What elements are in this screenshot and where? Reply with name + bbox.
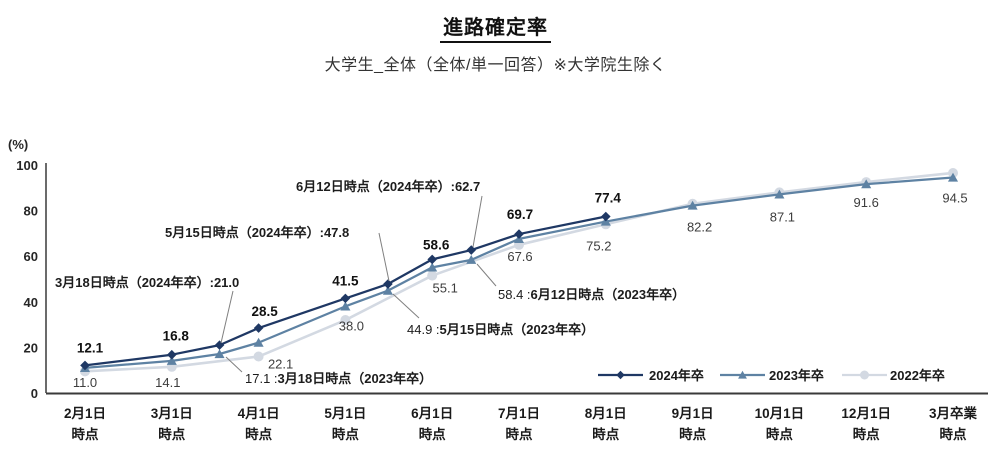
- data-label: 75.2: [586, 239, 611, 254]
- x-axis-label: 12月1日時点: [841, 406, 891, 442]
- y-tick-label: 80: [24, 204, 38, 219]
- data-label: 91.6: [854, 195, 879, 210]
- data-point-marker: [687, 200, 698, 210]
- y-tick-label: 0: [31, 386, 38, 401]
- legend-marker: [616, 370, 625, 380]
- data-point-marker: [214, 340, 225, 350]
- series-line: [84, 171, 954, 373]
- legend-label: 2024年卒: [649, 368, 704, 383]
- x-axis-label: 3月1日時点: [151, 406, 193, 442]
- series-line: [84, 176, 954, 370]
- data-point-marker: [340, 301, 351, 311]
- legend-marker: [860, 370, 869, 380]
- data-label: 55.1: [433, 280, 458, 295]
- data-label: 12.1: [77, 340, 104, 355]
- data-point-marker: [861, 179, 872, 189]
- data-label: 38.0: [339, 318, 364, 333]
- data-label: 41.5: [332, 273, 359, 288]
- data-label: 14.1: [155, 375, 180, 390]
- x-axis-label: 8月1日時点: [585, 406, 627, 442]
- data-point-marker: [340, 293, 351, 304]
- page-title: 進路確定率: [0, 11, 991, 43]
- data-point-marker: [80, 360, 90, 371]
- annotation-label: 5月15日時点（2024年卒）:47.8: [165, 225, 349, 240]
- y-tick-label: 20: [24, 340, 38, 355]
- data-label: 58.6: [423, 237, 450, 252]
- data-point-marker: [253, 337, 264, 347]
- annotation-label: 58.4 :6月12日時点（2023年卒）: [498, 287, 685, 302]
- legend-label: 2023年卒: [769, 368, 824, 383]
- data-label: 94.5: [942, 191, 967, 206]
- annotation-leader: [472, 195, 483, 248]
- y-tick-label: 100: [16, 158, 38, 173]
- data-point-marker: [947, 172, 959, 182]
- data-label: 28.5: [251, 304, 278, 319]
- data-point-marker: [340, 315, 351, 326]
- x-axis-label: 9月1日時点: [672, 406, 714, 442]
- annotation-label: 3月18日時点（2024年卒）:21.0: [55, 275, 239, 290]
- data-label: 11.0: [73, 375, 97, 390]
- data-label: 69.7: [507, 207, 533, 222]
- data-point-marker: [774, 189, 785, 199]
- data-point-marker: [427, 262, 438, 272]
- data-label: 22.1: [268, 357, 293, 372]
- annotation-label: 6月12日時点（2024年卒）:62.7: [296, 179, 480, 194]
- data-point-marker: [383, 279, 393, 289]
- x-axis-label: 7月1日時点: [498, 406, 540, 442]
- x-axis-label: 3月卒業時点: [929, 405, 978, 442]
- data-point-marker: [382, 285, 393, 295]
- data-label: 82.2: [687, 220, 712, 235]
- data-label: 77.4: [595, 191, 622, 206]
- legend-label: 2022年卒: [890, 368, 945, 383]
- annotation-leader: [476, 263, 497, 287]
- annotation-leader: [378, 232, 390, 282]
- annotation-leader: [392, 293, 420, 319]
- y-tick-label: 40: [24, 295, 38, 310]
- data-point-marker: [166, 356, 177, 365]
- legend-marker: [738, 370, 747, 379]
- data-point-marker: [253, 351, 264, 362]
- x-axis-label: 6月1日時点: [411, 406, 453, 442]
- annotation-leader: [225, 356, 243, 373]
- data-point-marker: [253, 323, 264, 333]
- chart-subtitle: 大学生_全体（全体/単一回答）※大学院生除く: [324, 57, 667, 74]
- data-point-marker: [427, 270, 438, 281]
- data-point-marker: [427, 254, 437, 265]
- data-point-marker: [514, 229, 524, 239]
- y-axis-unit: (%): [8, 137, 28, 152]
- annotation-label: 17.1 :3月18日時点（2023年卒）: [245, 371, 432, 386]
- y-tick-label: 60: [24, 249, 38, 264]
- data-point-marker: [601, 211, 611, 222]
- chart-title-text: 進路確定率: [440, 11, 551, 43]
- data-label: 87.1: [770, 209, 795, 224]
- series-line: [84, 215, 607, 367]
- annotation-label: 44.9 :5月15日時点（2023年卒）: [407, 322, 594, 337]
- x-axis-label: 2月1日時点: [64, 406, 106, 442]
- data-point-marker: [167, 349, 177, 360]
- annotation-leader: [220, 290, 234, 344]
- x-axis-label: 5月1日時点: [324, 406, 366, 442]
- data-point-marker: [466, 255, 477, 264]
- x-axis-label: 4月1日時点: [238, 406, 280, 442]
- data-label: 16.8: [163, 329, 190, 344]
- x-axis-label: 10月1日時点: [755, 406, 805, 442]
- data-point-marker: [214, 349, 225, 359]
- data-point-marker: [466, 245, 477, 255]
- data-label: 67.6: [507, 249, 532, 264]
